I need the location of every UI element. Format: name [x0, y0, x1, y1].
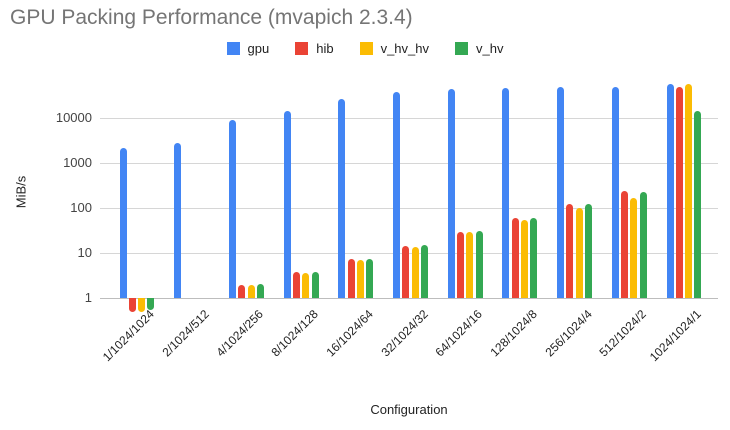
legend-item-hib: hib: [295, 41, 334, 56]
bar-hib-8/1024/128[interactable]: [292, 272, 300, 298]
legend: gpu hib v_hv_hv v_hv: [0, 41, 730, 56]
bar-v_hv-1/1024/1024[interactable]: [147, 298, 155, 310]
bar-v_hv-16/1024/64[interactable]: [366, 259, 374, 298]
legend-label: hib: [316, 41, 334, 56]
bar-v_hv-256/1024/4[interactable]: [585, 203, 593, 298]
bar-v_hv_hv-256/1024/4[interactable]: [575, 208, 583, 298]
legend-swatch-hib: [295, 42, 309, 55]
gridline-10000: [100, 118, 718, 119]
y-tick-label: 10: [77, 245, 92, 260]
x-axis-title: Configuration: [370, 402, 448, 417]
bar-v_hv_hv-4/1024/256[interactable]: [247, 285, 255, 298]
bar-v_hv_hv-128/1024/8[interactable]: [521, 219, 529, 298]
bar-hib-512/1024/2[interactable]: [621, 190, 629, 298]
bar-gpu-1024/1024/1[interactable]: [666, 83, 674, 298]
bar-v_hv-4/1024/256[interactable]: [256, 284, 264, 298]
bar-gpu-32/1024/32[interactable]: [393, 91, 400, 298]
bar-v_hv-32/1024/32[interactable]: [420, 245, 428, 298]
bar-hib-256/1024/4[interactable]: [566, 204, 574, 298]
bar-v_hv_hv-1024/1024/1[interactable]: [685, 83, 693, 298]
legend-swatch-v_hv: [455, 42, 468, 55]
bar-gpu-1/1024/1024[interactable]: [119, 147, 127, 298]
y-tick-label: 100: [70, 200, 92, 215]
bar-v_hv-64/1024/16[interactable]: [475, 230, 483, 298]
bar-gpu-128/1024/8[interactable]: [502, 87, 510, 298]
bar-v_hv-8/1024/128[interactable]: [311, 271, 319, 298]
bar-hib-128/1024/8[interactable]: [511, 217, 519, 298]
chart-title: GPU Packing Performance (mvapich 2.3.4): [10, 6, 413, 29]
legend-swatch-v_hv_hv: [359, 42, 373, 55]
bar-hib-32/1024/32[interactable]: [402, 246, 410, 298]
bar-v_hv_hv-1/1024/1024[interactable]: [138, 298, 146, 312]
legend-item-v_hv: v_hv: [455, 41, 503, 56]
bar-v_hv-512/1024/2[interactable]: [639, 191, 647, 298]
legend-label: gpu: [247, 41, 270, 56]
bar-v_hv_hv-512/1024/2[interactable]: [630, 198, 638, 298]
bar-v_hv_hv-32/1024/32[interactable]: [411, 247, 419, 298]
y-tick-label: 1: [84, 290, 92, 305]
y-tick-label: 10000: [55, 110, 92, 125]
bar-v_hv_hv-16/1024/64[interactable]: [356, 259, 364, 298]
bar-v_hv-1024/1024/1[interactable]: [694, 111, 702, 298]
bar-v_hv-128/1024/8[interactable]: [530, 217, 538, 298]
gridline-1: [100, 298, 718, 299]
y-axis-title: MiB/s: [13, 175, 29, 209]
bar-v_hv_hv-64/1024/16[interactable]: [466, 232, 474, 298]
legend-label: v_hv: [476, 41, 504, 56]
gridline-1000: [100, 163, 718, 164]
bar-gpu-64/1024/16[interactable]: [447, 88, 455, 298]
bar-hib-1/1024/1024[interactable]: [128, 298, 136, 312]
bar-gpu-16/1024/64[interactable]: [338, 99, 346, 298]
legend-swatch-gpu: [226, 42, 240, 55]
bar-hib-64/1024/16[interactable]: [457, 231, 465, 298]
legend-item-gpu: gpu: [226, 41, 270, 56]
gridline-100: [100, 208, 718, 209]
bar-hib-1024/1024/1[interactable]: [675, 87, 683, 298]
y-tick-label: 1000: [63, 155, 92, 170]
legend-item-v_hv_hv: v_hv_hv: [359, 41, 429, 56]
bar-v_hv_hv-8/1024/128[interactable]: [302, 272, 310, 298]
bar-hib-16/1024/64[interactable]: [347, 259, 355, 298]
bar-gpu-4/1024/256[interactable]: [228, 120, 236, 298]
legend-label: v_hv_hv: [380, 41, 429, 56]
bar-hib-4/1024/256[interactable]: [238, 285, 246, 298]
bar-gpu-512/1024/2[interactable]: [611, 86, 619, 298]
bar-gpu-2/1024/512[interactable]: [174, 143, 182, 298]
bar-gpu-8/1024/128[interactable]: [283, 111, 291, 298]
bar-gpu-256/1024/4[interactable]: [557, 87, 565, 298]
